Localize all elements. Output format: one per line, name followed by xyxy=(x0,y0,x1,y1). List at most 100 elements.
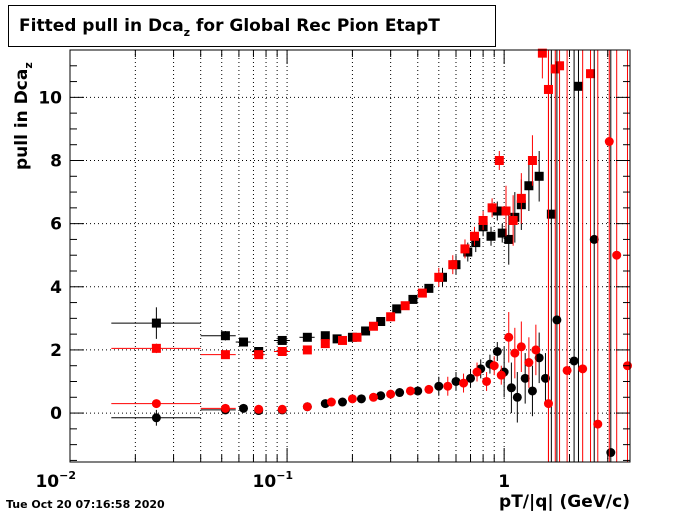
data-point xyxy=(497,223,507,243)
data-point xyxy=(386,389,396,399)
data-series xyxy=(111,48,632,462)
circle-marker xyxy=(459,378,469,388)
square-marker xyxy=(220,350,230,360)
data-point xyxy=(111,343,201,354)
square-marker xyxy=(277,335,287,345)
data-point xyxy=(466,368,476,388)
data-point xyxy=(448,255,458,275)
title-rest: for Global Rec Pion EtapT xyxy=(190,16,440,36)
square-marker xyxy=(478,215,488,225)
square-marker xyxy=(151,318,161,328)
data-point xyxy=(578,50,588,462)
grid xyxy=(70,50,630,462)
data-point xyxy=(395,388,405,398)
circle-marker xyxy=(604,137,614,147)
data-point xyxy=(392,304,402,314)
square-marker xyxy=(220,331,230,341)
circle-marker xyxy=(472,367,482,377)
data-point xyxy=(527,135,537,186)
data-point xyxy=(524,160,534,212)
series-black-square xyxy=(111,50,583,462)
square-marker xyxy=(320,331,330,341)
data-point xyxy=(299,332,315,342)
square-marker xyxy=(376,317,386,327)
data-point xyxy=(408,294,418,304)
y-tick-label: 6 xyxy=(50,215,62,235)
circle-marker xyxy=(520,373,530,383)
data-point xyxy=(413,386,423,396)
circle-marker xyxy=(347,394,357,404)
data-point xyxy=(376,391,386,401)
data-point xyxy=(460,239,470,259)
data-point xyxy=(562,50,572,462)
circle-marker xyxy=(562,365,572,375)
data-point xyxy=(604,50,614,462)
circle-marker xyxy=(443,381,453,391)
circle-marker xyxy=(534,353,544,363)
data-point xyxy=(508,195,518,246)
data-point xyxy=(376,317,386,327)
square-marker xyxy=(487,203,497,213)
circle-marker xyxy=(277,404,287,414)
square-marker xyxy=(368,321,378,331)
data-point xyxy=(273,347,290,357)
square-marker xyxy=(527,155,537,165)
data-point xyxy=(235,337,251,347)
data-point xyxy=(111,409,201,426)
square-marker xyxy=(471,238,481,248)
data-point xyxy=(352,332,362,342)
circle-marker xyxy=(302,402,312,412)
timestamp: Tue Oct 20 07:16:58 2020 xyxy=(6,498,165,511)
square-marker xyxy=(302,345,312,355)
circle-marker xyxy=(386,389,396,399)
data-point xyxy=(200,350,236,360)
circle-marker xyxy=(151,399,161,409)
square-marker xyxy=(352,332,362,342)
data-point xyxy=(569,50,579,462)
data-point xyxy=(424,384,434,394)
y-tick-label: 8 xyxy=(50,151,62,171)
square-marker xyxy=(239,337,249,347)
circle-marker xyxy=(254,404,264,414)
square-marker xyxy=(486,231,496,241)
x-tick-label: 1 xyxy=(498,472,510,492)
data-point xyxy=(302,402,312,412)
circle-marker xyxy=(434,381,444,391)
square-marker xyxy=(434,272,444,282)
data-point xyxy=(586,50,596,462)
plot-frame xyxy=(69,49,631,463)
circle-marker xyxy=(489,361,499,371)
square-marker xyxy=(417,288,427,298)
circle-marker xyxy=(413,386,423,396)
title-subscript: z xyxy=(183,26,191,39)
square-marker xyxy=(386,312,396,322)
data-point xyxy=(200,403,236,413)
circle-marker xyxy=(239,403,249,413)
square-marker xyxy=(508,215,518,225)
data-point xyxy=(589,50,599,462)
data-point xyxy=(622,50,632,462)
data-point xyxy=(501,185,511,237)
data-point xyxy=(111,399,201,409)
circle-marker xyxy=(492,347,502,357)
data-point xyxy=(537,48,547,79)
data-point xyxy=(405,386,415,396)
square-marker xyxy=(534,171,544,181)
data-point xyxy=(512,372,522,423)
square-marker xyxy=(460,244,470,254)
data-point xyxy=(417,288,427,298)
circle-marker xyxy=(552,315,562,325)
square-marker xyxy=(361,326,371,336)
data-point xyxy=(550,50,560,462)
circle-marker xyxy=(326,397,336,407)
data-point xyxy=(434,267,444,287)
circle-marker xyxy=(220,403,230,413)
circle-marker xyxy=(466,373,476,383)
data-point xyxy=(443,376,453,396)
data-point xyxy=(506,362,516,414)
circle-marker xyxy=(569,356,579,366)
data-point xyxy=(573,50,583,462)
data-point xyxy=(252,350,265,360)
data-point xyxy=(239,403,249,413)
